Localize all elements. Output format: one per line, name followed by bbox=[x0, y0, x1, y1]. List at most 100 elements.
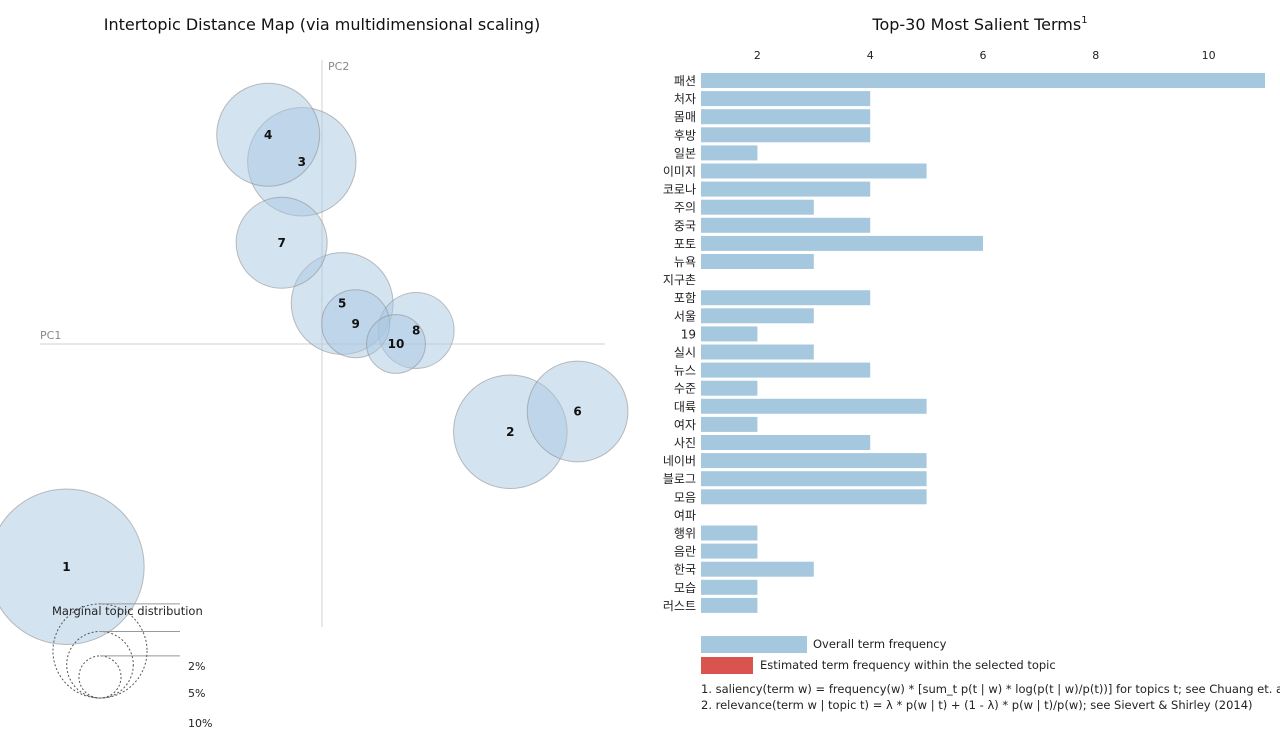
term-bar-2[interactable] bbox=[701, 91, 871, 107]
term-label-3[interactable]: 몸매 bbox=[674, 110, 696, 124]
term-label-29[interactable]: 모습 bbox=[674, 581, 696, 595]
term-bar-14[interactable] bbox=[701, 308, 814, 324]
term-bar-17[interactable] bbox=[701, 362, 871, 378]
topic-circle-1[interactable] bbox=[0, 488, 145, 645]
term-bar-9[interactable] bbox=[701, 217, 871, 233]
topic-label-5: 5 bbox=[338, 297, 346, 311]
terms-title-text: Top-30 Most Salient Terms bbox=[871, 15, 1081, 34]
term-bar-26[interactable] bbox=[701, 525, 758, 541]
topic-circle-6[interactable] bbox=[526, 360, 629, 463]
topic-circle-4[interactable] bbox=[216, 82, 321, 187]
term-label-22[interactable]: 네이버 bbox=[663, 454, 696, 468]
term-bar-3[interactable] bbox=[701, 109, 871, 125]
topic-label-10: 10 bbox=[388, 337, 405, 351]
term-label-10[interactable]: 포토 bbox=[674, 237, 696, 251]
x-tick-8: 8 bbox=[1092, 49, 1099, 62]
term-label-16[interactable]: 실시 bbox=[674, 346, 696, 360]
marginal-legend-title: Marginal topic distribution bbox=[52, 604, 203, 618]
legend-swatch-overall bbox=[701, 636, 807, 653]
term-bar-7[interactable] bbox=[701, 181, 871, 197]
topic-label-6: 6 bbox=[573, 405, 581, 419]
term-label-13[interactable]: 포함 bbox=[674, 291, 696, 305]
term-label-8[interactable]: 주의 bbox=[674, 201, 696, 215]
topic-labels: 1 2 3 4 5 6 7 8 9 10 bbox=[62, 128, 582, 574]
topic-circle-10[interactable] bbox=[366, 314, 426, 374]
term-label-21[interactable]: 사진 bbox=[674, 436, 696, 450]
term-label-12[interactable]: 지구촌 bbox=[663, 273, 696, 287]
term-bar-10[interactable] bbox=[701, 235, 983, 251]
term-bar-5[interactable] bbox=[701, 145, 758, 161]
term-bar-20[interactable] bbox=[701, 416, 758, 432]
topic-label-4: 4 bbox=[264, 128, 272, 142]
term-label-2[interactable]: 처자 bbox=[674, 92, 696, 106]
term-bar-22[interactable] bbox=[701, 453, 927, 469]
map-title: Intertopic Distance Map (via multidimens… bbox=[104, 15, 541, 34]
term-bar-1[interactable] bbox=[701, 73, 1265, 88]
term-bar-4[interactable] bbox=[701, 127, 871, 143]
term-bar-16[interactable] bbox=[701, 344, 814, 360]
terms-x-ticks: 2 4 6 8 10 bbox=[754, 49, 1216, 62]
term-label-7[interactable]: 코로나 bbox=[663, 183, 696, 197]
topic-label-7: 7 bbox=[277, 236, 285, 250]
intertopic-map: Intertopic Distance Map (via multidimens… bbox=[0, 15, 629, 730]
topic-circle-7[interactable] bbox=[235, 196, 328, 289]
term-label-28[interactable]: 한국 bbox=[674, 563, 696, 577]
topic-circles[interactable] bbox=[0, 82, 629, 645]
term-bar-24[interactable] bbox=[701, 489, 927, 505]
term-label-30[interactable]: 러스트 bbox=[663, 599, 696, 613]
topic-label-1: 1 bbox=[62, 560, 70, 574]
x-tick-2: 2 bbox=[754, 49, 761, 62]
x-tick-10: 10 bbox=[1202, 49, 1216, 62]
term-bar-29[interactable] bbox=[701, 579, 758, 595]
term-label-26[interactable]: 행위 bbox=[674, 526, 696, 541]
term-label-1[interactable]: 패션 bbox=[674, 74, 696, 88]
terms-legend: Overall term frequency Estimated term fr… bbox=[701, 636, 1056, 674]
term-bar-27[interactable] bbox=[701, 543, 758, 559]
term-bar-6[interactable] bbox=[701, 163, 927, 179]
marginal-distribution-legend: Marginal topic distribution 2% 5% 10% bbox=[52, 603, 212, 730]
term-bar-8[interactable] bbox=[701, 199, 814, 215]
term-label-5[interactable]: 일본 bbox=[674, 146, 696, 160]
term-bar-19[interactable] bbox=[701, 398, 927, 414]
term-label-18[interactable]: 수준 bbox=[674, 382, 696, 396]
term-bar-23[interactable] bbox=[701, 471, 927, 487]
term-bar-28[interactable] bbox=[701, 561, 814, 577]
topic-label-8: 8 bbox=[412, 324, 420, 338]
term-bar-15[interactable] bbox=[701, 326, 758, 342]
term-label-17[interactable]: 뉴스 bbox=[674, 364, 696, 378]
term-bar-30[interactable] bbox=[701, 597, 758, 613]
topic-label-3: 3 bbox=[298, 155, 306, 169]
term-bar-18[interactable] bbox=[701, 380, 758, 396]
footnote-relevance: 2. relevance(term w | topic t) = λ * p(w… bbox=[701, 698, 1253, 712]
term-label-27[interactable]: 음란 bbox=[674, 545, 696, 559]
term-label-15[interactable]: 19 bbox=[681, 327, 696, 341]
term-bars[interactable] bbox=[701, 73, 1265, 613]
term-label-19[interactable]: 대륙 bbox=[674, 400, 696, 414]
term-bar-13[interactable] bbox=[701, 290, 871, 306]
term-label-25[interactable]: 여파 bbox=[674, 508, 696, 522]
pc1-label: PC1 bbox=[40, 329, 61, 342]
marginal-circle-2 bbox=[78, 655, 122, 699]
term-label-24[interactable]: 모음 bbox=[674, 490, 696, 504]
term-label-20[interactable]: 여자 bbox=[674, 418, 696, 432]
term-label-6[interactable]: 이미지 bbox=[663, 165, 696, 179]
marginal-legend-circles: 2% 5% 10% bbox=[52, 603, 212, 730]
term-label-4[interactable]: 후방 bbox=[674, 128, 696, 142]
term-bar-11[interactable] bbox=[701, 254, 814, 269]
terms-title-superscript: 1 bbox=[1081, 15, 1087, 26]
term-label-9[interactable]: 중국 bbox=[674, 219, 696, 233]
legend-swatch-topic bbox=[701, 657, 753, 674]
term-label-11[interactable]: 뉴욕 bbox=[674, 255, 696, 269]
term-label-23[interactable]: 블로그 bbox=[663, 472, 696, 486]
footnote-saliency: 1. saliency(term w) = frequency(w) * [su… bbox=[701, 682, 1280, 696]
term-bar-21[interactable] bbox=[701, 435, 871, 450]
marginal-tick-10: 10% bbox=[188, 717, 212, 730]
term-label-14[interactable]: 서울 bbox=[674, 309, 696, 323]
topic-label-9: 9 bbox=[351, 317, 359, 331]
legend-label-overall: Overall term frequency bbox=[813, 637, 947, 651]
marginal-tick-5: 5% bbox=[188, 687, 205, 700]
salient-terms-chart: Top-30 Most Salient Terms1 2 4 6 8 10 패션처자몸매… bbox=[663, 15, 1280, 712]
footnotes: 1. saliency(term w) = frequency(w) * [su… bbox=[701, 682, 1280, 712]
